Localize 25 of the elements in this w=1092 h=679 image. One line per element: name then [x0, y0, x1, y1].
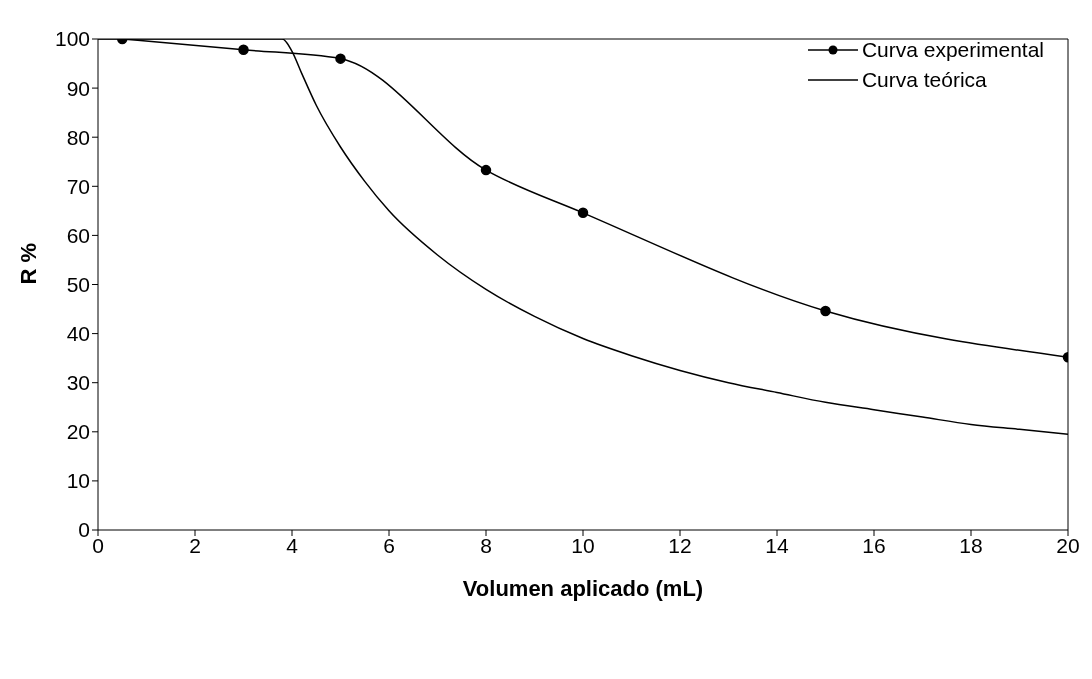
x-tick-label: 10 [571, 533, 595, 557]
y-tick-label: 10 [66, 469, 90, 493]
x-axis-title: Volumen aplicado (mL) [462, 576, 704, 601]
y-tick-label: 0 [78, 518, 90, 542]
y-tick-label: 60 [66, 223, 90, 247]
y-tick-label: 40 [66, 322, 90, 346]
legend-label: Curva experimental [861, 38, 1044, 62]
y-tick-label: 30 [66, 371, 90, 395]
x-tick-label: 8 [480, 533, 492, 557]
x-tick-label: 16 [862, 533, 886, 557]
y-tick-label: 20 [66, 420, 90, 444]
x-tick-label: 20 [1056, 533, 1080, 557]
x-tick-label: 6 [383, 533, 395, 557]
x-tick-label: 12 [668, 533, 692, 557]
y-axis-title: R % [15, 242, 41, 285]
x-tick-label: 14 [765, 533, 789, 557]
y-tick-label: 90 [66, 76, 90, 100]
y-tick-label: 100 [54, 27, 90, 51]
legend-label: Curva teórica [861, 68, 987, 92]
y-tick-label: 80 [66, 125, 90, 149]
y-tick-label: 70 [66, 174, 90, 198]
x-tick-label: 4 [286, 533, 299, 557]
y-tick-label: 50 [66, 272, 90, 296]
x-tick-label: 18 [959, 533, 983, 557]
x-tick-label: 2 [189, 533, 201, 557]
